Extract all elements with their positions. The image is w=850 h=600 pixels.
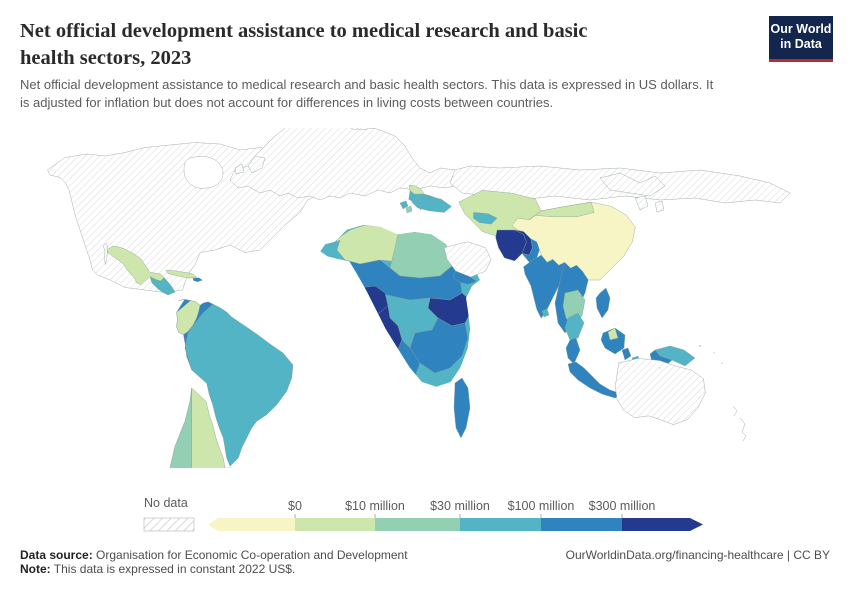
svg-text:$10 million: $10 million <box>345 499 405 513</box>
svg-text:$30 million: $30 million <box>430 499 490 513</box>
svg-text:$0: $0 <box>288 499 302 513</box>
svg-text:$100 million: $100 million <box>508 499 575 513</box>
svg-text:$300 million: $300 million <box>589 499 656 513</box>
svg-text:No data: No data <box>144 496 188 510</box>
